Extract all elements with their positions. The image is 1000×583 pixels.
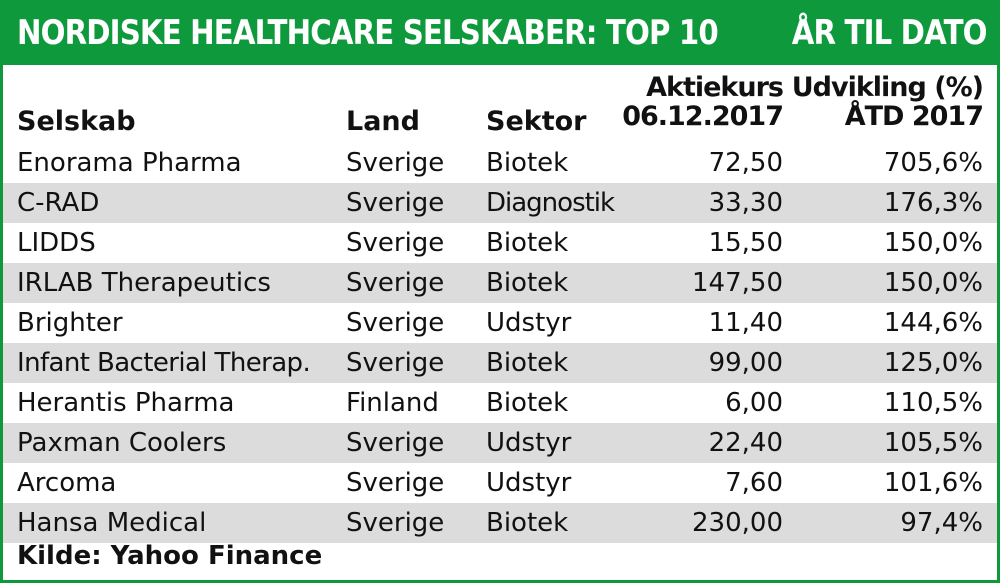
header-row: Selskab Land Sektor Aktiekurs 06.12.2017… [3,65,997,143]
header-sector: Sektor [486,106,587,137]
cell-company: LIDDS [17,228,96,258]
period-label: ÅR TIL DATO [792,13,988,53]
table-row: Herantis Pharma Finland Biotek 6,00 110,5% [3,383,997,423]
cell-sector: Biotek [486,148,569,178]
cell-country: Sverige [346,468,445,498]
cell-company: Brighter [17,308,123,338]
header-country: Land [346,106,420,137]
source-note: Kilde: Yahoo Finance [17,541,323,571]
header-change: Udvikling (%) ÅTD 2017 [791,72,984,132]
header-price: Aktiekurs 06.12.2017 [622,72,784,132]
table-row: Infant Bacterial Therap. Sverige Biotek 99,… [3,343,997,383]
cell-sector: Udstyr [486,468,572,498]
cell-sector: Biotek [486,348,569,378]
cell-change: 150,0% [883,268,983,298]
cell-change: 176,3% [883,188,983,218]
cell-change: 150,0% [883,228,983,258]
title-bar: NORDISKE HEALTHCARE SELSKABER: TOP 10 ÅR… [3,3,997,65]
cell-sector: Udstyr [486,308,572,338]
header-change-line1: Udvikling (%) [791,72,984,103]
cell-company: Hansa Medical [17,508,207,538]
table-title: NORDISKE HEALTHCARE SELSKABER: TOP 10 [17,13,719,53]
cell-sector: Udstyr [486,428,572,458]
cell-sector: Biotek [486,228,569,258]
cell-price: 72,50 [708,148,783,178]
cell-country: Sverige [346,508,445,538]
cell-company: Paxman Coolers [17,428,227,458]
cell-price: 7,60 [725,468,783,498]
table-row: Enorama Pharma Sverige Biotek 72,50 705,6% [3,143,997,183]
cell-price: 230,00 [692,508,783,538]
cell-change: 125,0% [883,348,983,378]
cell-sector: Biotek [486,508,569,538]
cell-change: 144,6% [883,308,983,338]
table-row: LIDDS Sverige Biotek 15,50 150,0% [3,223,997,263]
table-row: Arcoma Sverige Udstyr 7,60 101,6% [3,463,997,503]
table-row: IRLAB Therapeutics Sverige Biotek 147,50 150… [3,263,997,303]
cell-change: 97,4% [900,508,983,538]
table-row: Brighter Sverige Udstyr 11,40 144,6% [3,303,997,343]
cell-sector: Diagnostik [486,188,615,218]
cell-company: Infant Bacterial Therap. [17,348,311,378]
header-company: Selskab [17,106,136,137]
table-body: Enorama Pharma Sverige Biotek 72,50 705,6% C-… [3,143,997,543]
cell-company: Enorama Pharma [17,148,242,178]
cell-price: 11,40 [708,308,783,338]
cell-price: 33,30 [708,188,783,218]
cell-country: Sverige [346,348,445,378]
header-change-line2: ÅTD 2017 [844,101,984,132]
cell-country: Sverige [346,188,445,218]
cell-company: Herantis Pharma [17,388,235,418]
cell-sector: Biotek [486,388,569,418]
table-row: C-RAD Sverige Diagnostik 33,30 176,3% [3,183,997,223]
cell-price: 147,50 [692,268,783,298]
table-row: Hansa Medical Sverige Biotek 230,00 97,4% [3,503,997,543]
cell-change: 105,5% [883,428,983,458]
cell-country: Finland [346,388,439,418]
cell-country: Sverige [346,428,445,458]
header-price-line1: Aktiekurs [646,72,784,103]
cell-company: Arcoma [17,468,117,498]
cell-price: 15,50 [708,228,783,258]
cell-price: 6,00 [725,388,783,418]
cell-company: C-RAD [17,188,100,218]
cell-change: 101,6% [883,468,983,498]
cell-country: Sverige [346,268,445,298]
cell-sector: Biotek [486,268,569,298]
cell-change: 705,6% [883,148,983,178]
table-row: Paxman Coolers Sverige Udstyr 22,40 105,5% [3,423,997,463]
cell-company: IRLAB Therapeutics [17,268,271,298]
cell-country: Sverige [346,148,445,178]
cell-country: Sverige [346,308,445,338]
cell-price: 22,40 [708,428,783,458]
data-table: Selskab Land Sektor Aktiekurs 06.12.2017… [3,65,997,543]
cell-change: 110,5% [883,388,983,418]
cell-price: 99,00 [708,348,783,378]
header-price-line2: 06.12.2017 [622,101,784,132]
cell-country: Sverige [346,228,445,258]
